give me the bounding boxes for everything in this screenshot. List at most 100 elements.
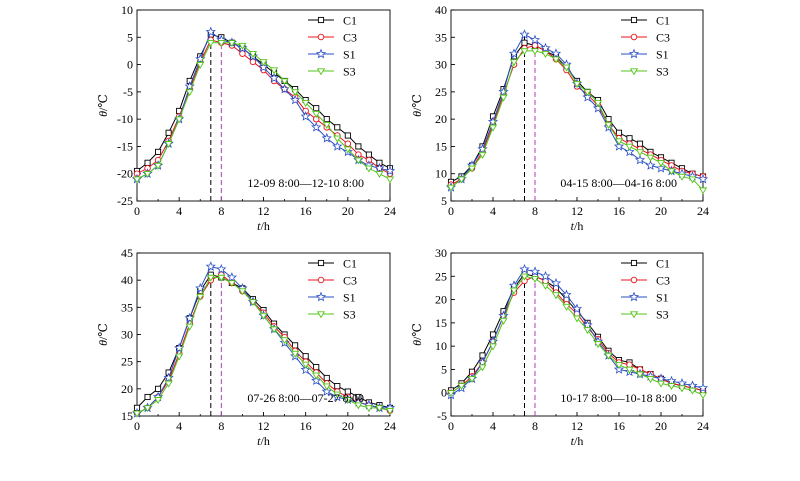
- data-point-S3: [280, 78, 289, 86]
- data-point-S1: [205, 26, 216, 37]
- data-point-S1: [550, 277, 562, 288]
- data-point-S1: [655, 373, 667, 384]
- data-point-C1: [165, 129, 172, 136]
- x-tick-label: 0: [134, 204, 140, 218]
- data-point-S1: [519, 29, 530, 39]
- data-point-S1: [300, 111, 311, 121]
- panel-annotation: 10-17 8:00—10-18 8:00: [560, 391, 677, 405]
- legend-marker-S3: [316, 68, 326, 76]
- legend: C1 C3 S1 S3: [621, 257, 670, 322]
- data-point-C1: [144, 393, 151, 401]
- data-point-S1: [258, 61, 269, 72]
- data-point-S3: [541, 282, 550, 290]
- data-point-S3: [227, 280, 236, 288]
- y-tick-label: 20: [435, 112, 447, 126]
- y-tick-label: -20: [117, 167, 133, 181]
- x-tick-label: 0: [448, 419, 454, 433]
- legend-label-C1: C1: [343, 14, 357, 28]
- y-tick-label: 5: [441, 194, 447, 208]
- series-S3: [132, 274, 395, 418]
- data-point-S3: [646, 376, 655, 384]
- x-tick-label: 16: [613, 419, 625, 433]
- data-point-S3: [238, 288, 247, 296]
- data-point-C1: [615, 129, 623, 136]
- data-point-S3: [562, 303, 571, 311]
- x-tick-label: 8: [532, 419, 538, 433]
- data-point-S3: [333, 391, 342, 399]
- y-axis-label: θ/℃: [410, 323, 424, 346]
- data-point-S3: [667, 168, 676, 176]
- data-point-C1: [355, 143, 362, 150]
- data-point-S3: [677, 173, 687, 181]
- data-point-S3: [354, 402, 363, 410]
- data-point-S1: [634, 154, 646, 165]
- data-point-S1: [529, 34, 541, 45]
- x-tick-label: 12: [258, 419, 270, 433]
- legend-label-C3: C3: [343, 31, 357, 45]
- y-tick-label: 35: [121, 300, 133, 314]
- data-point-S3: [333, 135, 342, 143]
- legend: C1 C3 S1 S3: [308, 257, 357, 322]
- data-point-S3: [520, 273, 529, 281]
- y-tick-label: 40: [121, 273, 133, 287]
- data-point-C1: [636, 140, 644, 147]
- data-point-S3: [132, 410, 142, 418]
- legend-label-S3: S3: [656, 308, 669, 322]
- x-tick-label: 4: [490, 204, 496, 218]
- data-point-S1: [645, 160, 656, 170]
- data-point-S1: [519, 263, 530, 274]
- data-point-S3: [551, 292, 561, 300]
- data-point-S1: [624, 146, 635, 157]
- y-tick-label: 25: [435, 85, 447, 99]
- data-point-S1: [226, 272, 237, 282]
- data-point-S1: [550, 48, 562, 59]
- data-point-S3: [488, 124, 498, 132]
- data-point-S3: [635, 149, 645, 157]
- data-point-S3: [698, 187, 708, 195]
- panel-annotation: 12-09 8:00—12-10 8:00: [247, 176, 364, 190]
- data-point-S3: [530, 275, 540, 283]
- data-point-S3: [625, 366, 634, 374]
- chart-panel-bottom-left: 0 4 8 12 16 20 24 15 20 25 30 35 40 45 t/h θ/℃ 07-26 8:0…: [96, 246, 396, 448]
- data-point-S3: [175, 116, 184, 124]
- y-axis-label: θ/℃: [96, 323, 110, 346]
- data-point-S3: [301, 100, 310, 108]
- y-tick-label: -5: [437, 409, 447, 423]
- data-point-S3: [499, 317, 508, 325]
- data-point-C1: [626, 135, 633, 142]
- legend-label-C3: C3: [656, 274, 670, 288]
- x-tick-label: 0: [448, 204, 454, 218]
- legend-label-S3: S3: [656, 65, 669, 79]
- data-point-S3: [614, 138, 624, 146]
- y-tick-label: 10: [435, 167, 447, 181]
- data-point-S3: [385, 176, 395, 184]
- y-axis-label: θ/℃: [96, 94, 110, 117]
- y-tick-label: 0: [127, 58, 133, 72]
- data-point-S3: [375, 171, 384, 179]
- data-point-S1: [384, 165, 396, 176]
- x-tick-label: 20: [342, 204, 354, 218]
- legend-label-C1: C1: [343, 257, 357, 271]
- data-point-S1: [508, 48, 520, 59]
- data-point-S3: [583, 89, 592, 97]
- data-point-S3: [143, 171, 152, 179]
- x-tick-label: 4: [176, 419, 182, 433]
- data-point-S1: [195, 282, 206, 293]
- data-point-S3: [153, 162, 163, 170]
- data-point-S1: [592, 102, 604, 113]
- data-point-S3: [280, 337, 289, 345]
- data-point-S1: [582, 91, 593, 102]
- data-point-S3: [343, 397, 352, 404]
- series-S3: [446, 273, 708, 400]
- y-tick-label: -15: [117, 139, 133, 153]
- data-point-S3: [153, 397, 163, 404]
- data-point-S3: [322, 121, 331, 129]
- x-tick-label: 12: [571, 204, 583, 218]
- x-axis-label: t/h: [257, 219, 270, 233]
- data-point-S3: [688, 176, 697, 184]
- data-point-S3: [488, 343, 498, 351]
- data-point-S1: [613, 141, 625, 151]
- x-axis-label: t/h: [571, 219, 584, 233]
- legend-label-C3: C3: [656, 31, 670, 45]
- data-point-S1: [487, 336, 499, 346]
